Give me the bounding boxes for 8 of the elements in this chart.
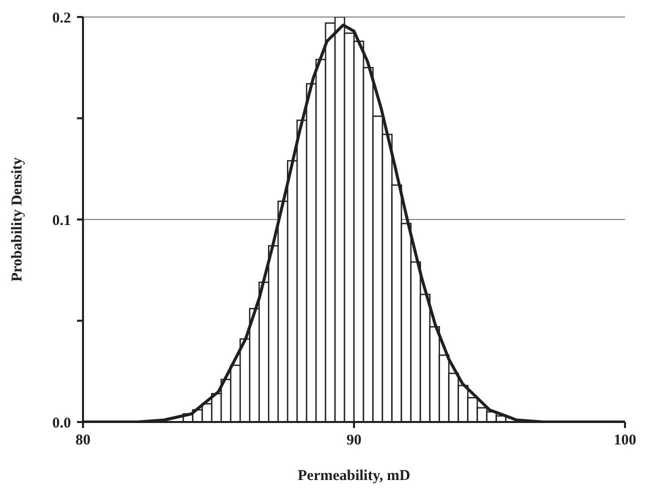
y-tick-label: 0.2 — [52, 10, 71, 26]
x-tick-label: 80 — [76, 432, 90, 449]
y-tick-label: 0.1 — [52, 212, 71, 229]
y-axis-title: Probability Density — [9, 156, 26, 282]
x-tick-label: 90 — [346, 432, 362, 449]
x-axis-title: Permeability, mD — [298, 468, 410, 484]
y-tick-label: 0.0 — [52, 415, 71, 432]
x-tick-label: 100 — [614, 432, 636, 449]
